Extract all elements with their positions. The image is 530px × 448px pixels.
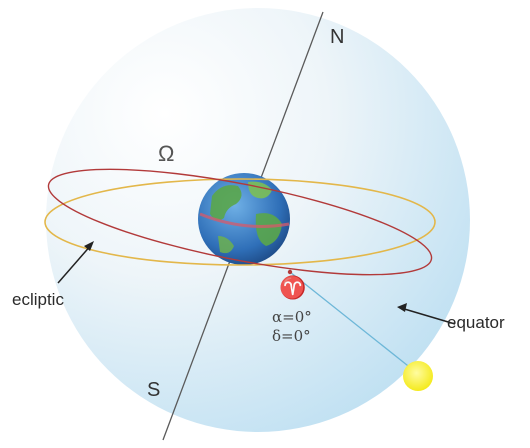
north-pole-label: N — [330, 26, 345, 48]
ecliptic-pointer-arrow — [57, 241, 94, 284]
equator-circle — [47, 168, 433, 276]
earth-globe-icon — [198, 173, 290, 265]
sun-direction-line — [289, 271, 418, 374]
ecliptic-label: ecliptic — [12, 290, 64, 309]
sun-icon — [403, 361, 433, 391]
equator-label: equator — [447, 313, 505, 332]
declination-label: δ=0° — [272, 327, 311, 345]
vernal-equinox-symbol: ♈ — [279, 276, 307, 301]
vernal-equinox-point — [287, 269, 293, 275]
ascending-node-label: Ω — [158, 141, 175, 166]
ecliptic-circle — [44, 178, 436, 266]
equator-pointer-arrow — [397, 303, 456, 325]
right-ascension-label: α=0° — [272, 308, 312, 326]
south-pole-label: S — [147, 379, 161, 401]
